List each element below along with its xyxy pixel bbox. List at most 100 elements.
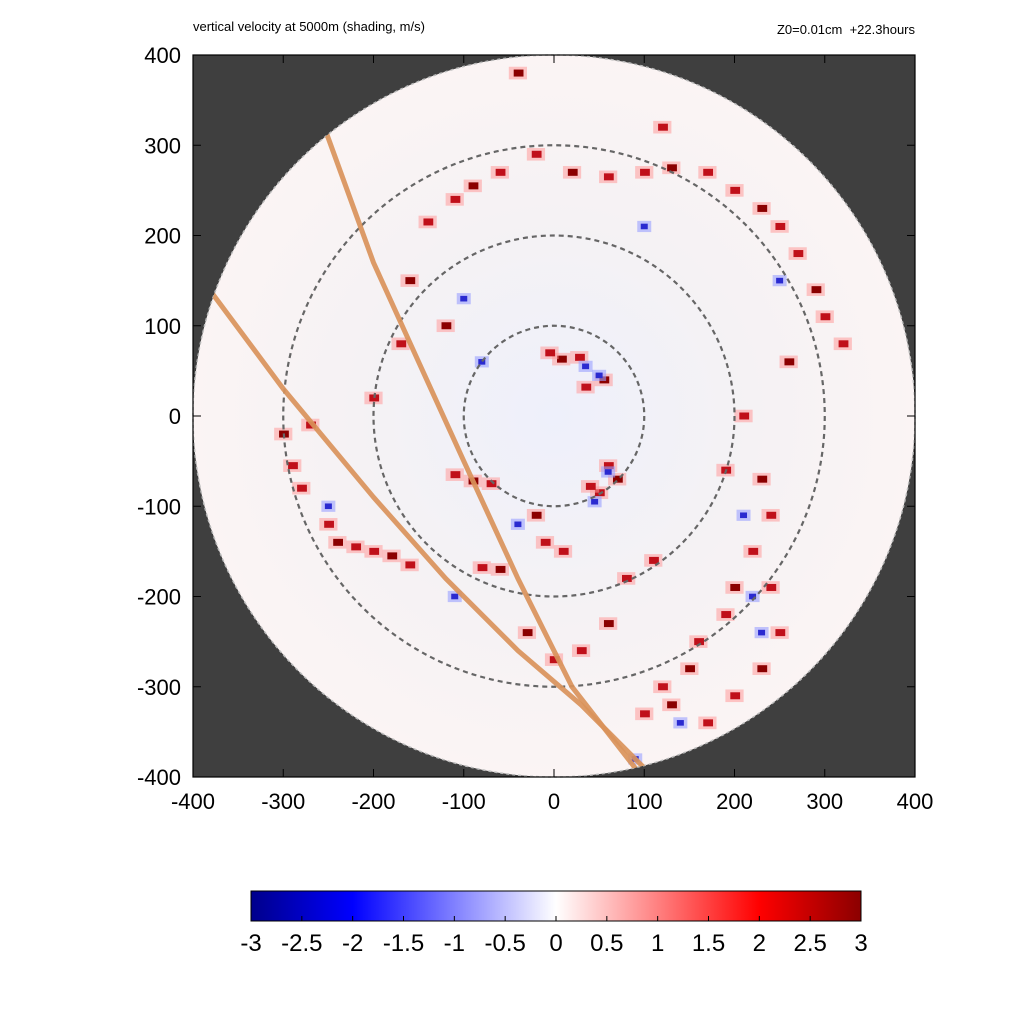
- updraft-cell: [445, 468, 464, 481]
- x-tick-label: -200: [351, 789, 395, 814]
- updraft-cell: [752, 472, 771, 486]
- updraft-cell: [283, 459, 302, 472]
- updraft-cell: [635, 707, 654, 721]
- colorbar-tick-label: -1.5: [383, 930, 424, 957]
- x-tick-label: -300: [261, 789, 305, 814]
- updraft-cell: [346, 540, 365, 554]
- updraft-cell: [779, 355, 798, 369]
- downdraft-cell: [510, 518, 525, 530]
- updraft-cell: [761, 508, 780, 522]
- downdraft-cell: [578, 360, 593, 372]
- updraft-cell: [418, 215, 437, 229]
- updraft-cell: [553, 545, 573, 558]
- updraft-cell: [617, 572, 636, 585]
- downdraft-cell: [637, 220, 652, 233]
- y-tick-label: 100: [144, 314, 181, 339]
- y-tick-label: 0: [169, 404, 181, 429]
- x-tick-label: 300: [806, 789, 843, 814]
- y-tick-label: 200: [144, 224, 181, 249]
- updraft-cell: [599, 617, 618, 630]
- downdraft-cell: [456, 293, 471, 305]
- updraft-cell: [644, 554, 663, 567]
- track-2: [324, 131, 638, 771]
- updraft-cell: [761, 581, 780, 594]
- colorbar-tick-label: 2.5: [793, 930, 826, 957]
- updraft-cell: [517, 626, 537, 639]
- colorbar-tick-label: 1.5: [692, 930, 725, 957]
- colorbar-tick-label: -2.5: [281, 930, 322, 957]
- updraft-cell: [581, 480, 600, 493]
- updraft-cell: [815, 310, 834, 324]
- colorbar-tick-label: -2: [342, 930, 363, 957]
- updraft-cell: [400, 274, 419, 287]
- updraft-cell: [635, 166, 654, 179]
- updraft-cell: [445, 193, 464, 206]
- downdraft-cell: [587, 496, 602, 508]
- downdraft-cell: [673, 717, 688, 729]
- updraft-cell: [292, 481, 311, 495]
- updraft-cell: [752, 202, 771, 215]
- range-ring-100: [462, 324, 646, 508]
- updraft-cell: [698, 716, 717, 730]
- updraft-cell: [382, 549, 401, 563]
- updraft-cell: [481, 477, 500, 490]
- updraft-cell: [752, 662, 771, 675]
- y-tick-label: -300: [137, 675, 181, 700]
- x-tick-label: -400: [171, 789, 215, 814]
- x-tick-label: 200: [716, 789, 753, 814]
- updraft-cell: [662, 698, 681, 712]
- updraft-cell: [328, 536, 347, 549]
- colorbar-tick-label: -3: [240, 930, 261, 957]
- updraft-cell: [540, 346, 559, 360]
- downdraft-cell: [474, 356, 489, 368]
- updraft-cell: [391, 337, 410, 351]
- updraft-cell: [680, 662, 699, 675]
- colorbar-tick-label: 0: [549, 930, 562, 957]
- x-tick-label: 400: [897, 789, 934, 814]
- downdraft-cell: [754, 627, 769, 639]
- updraft-cell: [725, 689, 744, 703]
- x-tick-label: 0: [548, 789, 560, 814]
- updraft-cell: [526, 147, 546, 161]
- downdraft-cell: [772, 275, 787, 287]
- velocity-cells: [274, 66, 852, 765]
- y-tick-label: -200: [137, 585, 181, 610]
- updraft-cell: [400, 558, 419, 572]
- colorbar-tick-label: 2: [753, 930, 766, 957]
- updraft-cell: [788, 247, 807, 260]
- colorbar-tick-label: 3: [854, 930, 867, 957]
- storm-tracks: [210, 131, 656, 777]
- track-1: [210, 291, 656, 777]
- updraft-cell: [570, 351, 589, 364]
- range-ring-200: [372, 234, 736, 598]
- downdraft-cell: [601, 466, 616, 478]
- updraft-cell: [576, 380, 595, 394]
- x-tick-label: 100: [626, 789, 663, 814]
- updraft-cell: [653, 120, 672, 134]
- updraft-cell: [698, 166, 717, 179]
- updraft-cell: [472, 561, 491, 574]
- colorbar-tick-label: 0.5: [590, 930, 623, 957]
- updraft-cell: [571, 644, 591, 657]
- y-tick-label: 400: [144, 43, 181, 68]
- updraft-cell: [364, 545, 383, 558]
- updraft-cell: [490, 563, 509, 576]
- colorbar-tick-label: -1: [444, 930, 465, 957]
- y-tick-label: -400: [137, 765, 181, 790]
- updraft-cell: [716, 608, 735, 621]
- updraft-cell: [743, 545, 762, 558]
- downdraft-cell: [736, 509, 751, 521]
- updraft-cell: [662, 161, 681, 175]
- updraft-cell: [833, 337, 852, 351]
- updraft-cell: [436, 319, 455, 333]
- chart-title: vertical velocity at 5000m (shading, m/s…: [193, 19, 425, 34]
- updraft-cell: [526, 508, 546, 522]
- updraft-cell: [725, 184, 744, 197]
- colorbar-tick-label: -0.5: [484, 930, 525, 957]
- updraft-cell: [653, 680, 672, 694]
- updraft-cell: [734, 409, 753, 423]
- downdraft-cell: [745, 590, 760, 603]
- updraft-cell: [463, 179, 482, 193]
- x-tick-label: -100: [442, 789, 486, 814]
